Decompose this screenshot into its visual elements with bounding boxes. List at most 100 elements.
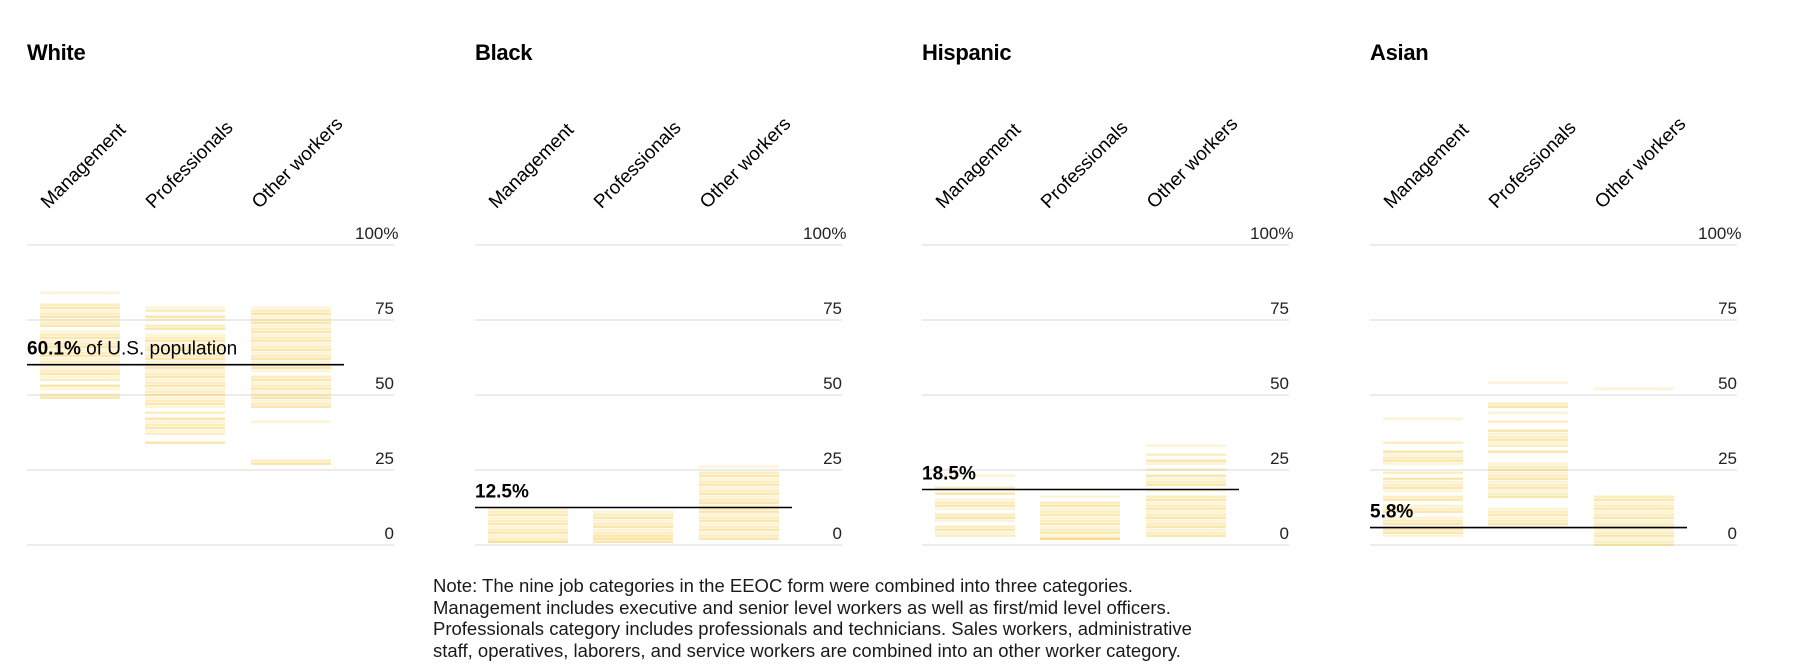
- company-stripe: [1594, 498, 1674, 501]
- company-stripe: [699, 501, 779, 504]
- company-stripe: [1594, 519, 1674, 522]
- company-stripe: [251, 336, 331, 339]
- company-stripe: [251, 393, 331, 396]
- company-stripe: [1146, 480, 1226, 483]
- company-stripe: [251, 339, 331, 342]
- company-stripe: [1383, 507, 1463, 510]
- company-stripe: [699, 492, 779, 495]
- company-stripe: [935, 507, 1015, 510]
- company-stripe: [40, 321, 120, 324]
- company-stripe: [145, 405, 225, 408]
- company-stripe: [488, 516, 568, 519]
- company-stripe: [699, 513, 779, 516]
- company-stripe: [593, 519, 673, 522]
- bar-professionals: [1488, 381, 1568, 528]
- chart-panel-asian: Asian Management Professionals Other worker…: [1370, 0, 1800, 560]
- company-stripe: [699, 474, 779, 477]
- company-stripe: [1594, 516, 1674, 519]
- company-stripe: [251, 399, 331, 402]
- company-stripe: [251, 327, 331, 330]
- company-stripe: [251, 354, 331, 357]
- y-tick-label: 100%: [1698, 224, 1741, 243]
- company-stripe: [40, 369, 120, 372]
- y-tick-label: 50: [1718, 374, 1737, 393]
- company-stripe: [145, 411, 225, 414]
- plot-area: 100% 75 50 25 0 12.5%: [475, 224, 846, 546]
- company-stripe: [145, 342, 225, 345]
- company-stripe: [1146, 531, 1226, 534]
- company-stripe: [1383, 525, 1463, 528]
- company-stripe: [1383, 450, 1463, 453]
- company-stripe: [1488, 402, 1568, 405]
- company-stripe: [1040, 537, 1120, 540]
- company-stripe: [1594, 510, 1674, 513]
- company-stripe: [699, 528, 779, 531]
- company-stripe: [1146, 516, 1226, 519]
- company-stripe: [145, 375, 225, 378]
- bar-management: [488, 507, 568, 543]
- company-stripe: [1488, 474, 1568, 477]
- company-stripe: [1146, 498, 1226, 501]
- company-stripe: [488, 540, 568, 543]
- y-tick-label: 25: [823, 449, 842, 468]
- company-stripe: [1488, 381, 1568, 384]
- chart-panel-hispanic: Hispanic Management Professionals Other wor…: [922, 0, 1362, 560]
- company-stripe: [40, 306, 120, 309]
- company-stripe: [251, 309, 331, 312]
- company-stripe: [145, 393, 225, 396]
- company-stripe: [251, 360, 331, 363]
- company-stripe: [1146, 501, 1226, 504]
- company-stripe: [1594, 387, 1674, 390]
- company-stripe: [593, 537, 673, 540]
- company-stripe: [1383, 471, 1463, 474]
- company-stripe: [935, 528, 1015, 531]
- company-stripe: [251, 459, 331, 462]
- company-stripe: [1146, 459, 1226, 462]
- company-stripe: [145, 333, 225, 336]
- company-stripe: [1594, 543, 1674, 546]
- company-stripe: [40, 342, 120, 345]
- company-stripe: [40, 351, 120, 354]
- company-stripe: [1488, 492, 1568, 495]
- company-stripe: [251, 348, 331, 351]
- company-stripe: [1383, 528, 1463, 531]
- company-stripe: [40, 393, 120, 396]
- company-stripe: [145, 345, 225, 348]
- company-stripe: [1383, 462, 1463, 465]
- company-stripe: [935, 519, 1015, 522]
- company-stripe: [699, 519, 779, 522]
- company-stripe: [251, 384, 331, 387]
- company-stripe: [1040, 510, 1120, 513]
- company-stripe: [1146, 489, 1226, 492]
- company-stripe: [1146, 468, 1226, 471]
- company-stripe: [145, 417, 225, 420]
- company-stripe: [488, 513, 568, 516]
- company-stripe: [251, 420, 331, 423]
- company-stripe: [1383, 483, 1463, 486]
- company-stripe: [145, 360, 225, 363]
- y-tick-label: 25: [375, 449, 394, 468]
- company-stripe: [145, 396, 225, 399]
- reference-value: 5.8%: [1370, 502, 1413, 523]
- company-stripe: [1146, 474, 1226, 477]
- company-stripe: [1383, 534, 1463, 537]
- company-stripe: [1383, 486, 1463, 489]
- company-stripe: [251, 345, 331, 348]
- company-stripe: [488, 528, 568, 531]
- company-stripe: [251, 375, 331, 378]
- company-stripe: [1040, 531, 1120, 534]
- reference-label: 12.5%: [475, 482, 529, 503]
- company-stripe: [1040, 504, 1120, 507]
- company-stripe: [40, 312, 120, 315]
- company-stripe: [251, 378, 331, 381]
- company-stripe: [1040, 525, 1120, 528]
- company-stripe: [251, 387, 331, 390]
- company-stripe: [1594, 528, 1674, 531]
- company-stripe: [40, 324, 120, 327]
- company-stripe: [145, 432, 225, 435]
- company-stripe: [593, 534, 673, 537]
- company-stripe: [1146, 534, 1226, 537]
- company-stripe: [251, 351, 331, 354]
- company-stripe: [145, 336, 225, 339]
- company-stripe: [593, 522, 673, 525]
